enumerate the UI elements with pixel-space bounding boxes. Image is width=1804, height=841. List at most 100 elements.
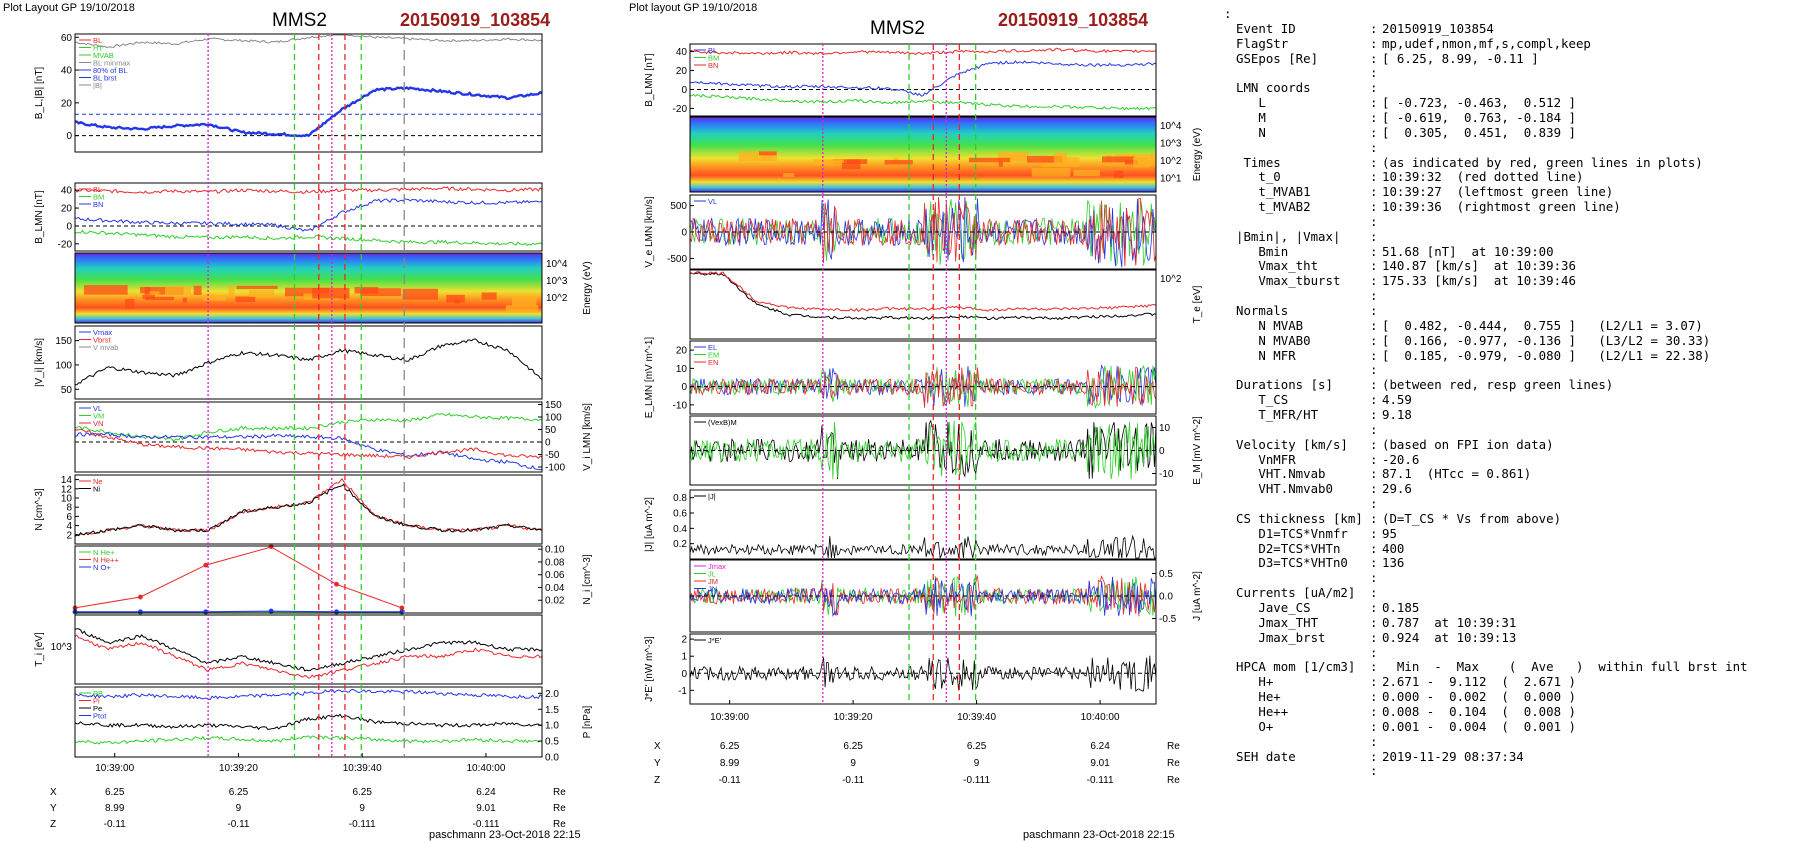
- info-row-label: He+: [1236, 689, 1281, 705]
- right-panel-5-red-trace: [689, 366, 1157, 408]
- left-panel-7-series-nhe-marker: [399, 605, 405, 611]
- right-ephemeris-value: 9: [850, 758, 856, 769]
- left-panel-6-tick-label: 2: [66, 530, 72, 541]
- left-panel-4-series-vi: [74, 338, 543, 386]
- right-ephemeris-value: 8.99: [720, 758, 740, 769]
- info-row-colon: :: [1370, 95, 1378, 111]
- right-ephemeris-value: -0.11: [842, 775, 864, 786]
- info-row-value: [ -0.723, -0.463, 0.512 ]: [1382, 95, 1576, 111]
- right-ephemeris-value: 6.25: [720, 741, 740, 752]
- left-panel-2-legend-entry: BL: [93, 185, 102, 194]
- right-panel-7-frame: [689, 489, 1157, 560]
- left-ephemeris-value: 6.25: [229, 787, 249, 798]
- info-row-value: 175.33 [km/s] at 10:39:46: [1382, 273, 1576, 289]
- info-row-value: (between red, resp green lines): [1382, 377, 1614, 393]
- left-panel-7-legend-entry: N He+: [93, 548, 115, 557]
- left-panel-9-tick-label: 2.0: [545, 689, 559, 700]
- left-panel-7-tick-label: 0.10: [545, 545, 565, 556]
- left-panel-1-legend-entry: |B|: [93, 81, 102, 90]
- info-row-colon: :: [1370, 228, 1378, 244]
- left-panel-6-tick-label: 4: [66, 521, 72, 532]
- right-panel-2-spectrogram: [689, 116, 1157, 193]
- right-panel-2-spectrogram-patch: [841, 162, 861, 170]
- left-panel-9-series-pe: [74, 713, 543, 730]
- left-panel-3-tick-label: 10^3: [546, 276, 568, 287]
- info-row-colon: :: [1370, 80, 1378, 96]
- info-row-label: D2=TCS*VHTn: [1236, 540, 1341, 556]
- left-panel-3-spectrogram-patch: [142, 294, 155, 299]
- left-panel-2-tick-label: 20: [61, 204, 73, 215]
- left-panel-3-spectrogram-patch: [165, 286, 191, 295]
- info-row-value: 0.924 at 10:39:13: [1382, 629, 1517, 645]
- info-row-colon: :: [1370, 154, 1378, 170]
- right-panel-9-legend-entry: J*E': [708, 636, 722, 645]
- left-panel-4-ylabel: |V_i| [km/s]: [34, 338, 45, 387]
- left-panel-5-tick-label: -100: [545, 463, 565, 474]
- right-panel-7-tick-label: 0.6: [673, 509, 687, 520]
- left-panel-4-legend-entry: Vbrst: [93, 336, 111, 345]
- left-panel-9-tick-label: 0.0: [545, 753, 559, 764]
- right-panel-5-tick-label: -10: [673, 400, 688, 411]
- left-panel-6-legend-entry: Ne: [93, 477, 103, 486]
- left-panel-3-spectrogram-patch: [402, 288, 438, 300]
- left-panel-8-series-tiperp: [74, 634, 543, 679]
- left-panel-5-tick-label: 50: [545, 425, 557, 436]
- right-panel-2-spectrogram-patch: [1053, 152, 1067, 164]
- left-panel-5-legend-entry: VN: [93, 419, 103, 428]
- left-panel-8-series-tipar: [74, 628, 543, 672]
- right-panel-2-spectrogram-patch: [758, 151, 777, 156]
- right-panel-8-legend-entry: JL: [708, 570, 716, 579]
- right-event-id: 20150919_103854: [998, 10, 1149, 30]
- info-row-colon: :: [1370, 184, 1378, 200]
- info-row-value: 2.671 - 9.112 ( 2.671 ): [1382, 674, 1576, 690]
- left-panel-3-spectrogram-patch: [182, 297, 187, 303]
- left-panel-5-tick-label: 150: [545, 400, 562, 411]
- right-panel-2-spectrogram-patch: [813, 159, 842, 165]
- info-row-label: CS thickness [km]: [1236, 510, 1363, 526]
- left-panel-1-tick-label: 40: [61, 66, 73, 77]
- left-panel-5-tick-label: 0: [545, 438, 551, 449]
- info-row-colon: :: [1370, 614, 1378, 630]
- left-panel-9-series-pb: [74, 735, 542, 745]
- right-x-tick-label: 10:40:00: [1081, 712, 1120, 723]
- info-row-label: VnMFR: [1236, 451, 1296, 467]
- right-panel-5-frame: [689, 340, 1157, 415]
- info-row-label: N: [1236, 124, 1266, 140]
- right-panel-9-tick-label: 0: [681, 669, 687, 680]
- right-panel-3-legend-entry: VL: [708, 197, 717, 206]
- left-panel-6-frame: [74, 474, 543, 545]
- left-panel-1-legend-entry: BL minmax: [93, 59, 130, 68]
- info-row-value: 136: [1382, 555, 1405, 571]
- info-row-colon: :: [1370, 644, 1378, 660]
- left-panel-3-spectrogram-patch: [360, 288, 402, 297]
- info-row-value: [ 6.25, 8.99, -0.11 ]: [1382, 50, 1539, 66]
- right-ephemeris-label: X: [654, 741, 661, 752]
- info-row-colon: :: [1370, 570, 1378, 586]
- left-ephemeris-label: X: [50, 787, 57, 798]
- right-panel-7-black-trace: [689, 534, 1156, 560]
- left-panel-3-spectrogram-patch: [312, 287, 350, 299]
- left-panel-7-series-nhe-marker: [137, 594, 143, 600]
- right-panel-1-tick-label: 0: [681, 85, 687, 96]
- left-x-tick-label: 10:39:20: [219, 763, 258, 774]
- right-layout-label: Plot layout GP 19/10/2018: [629, 2, 758, 14]
- info-row-label: Bmin: [1236, 243, 1289, 259]
- left-panel-1-legend-entry: HT: [93, 44, 103, 53]
- left-panel-9-tick-label: 1.5: [545, 705, 559, 716]
- right-panel-2-tick-label: 10^4: [1160, 121, 1182, 132]
- left-event-id: 20150919_103854: [400, 10, 551, 30]
- left-plot-title: MMS2: [272, 10, 327, 31]
- info-row-value: 9.18: [1382, 406, 1412, 422]
- info-row-label: Normals: [1236, 303, 1289, 318]
- right-panel-9-tick-label: 2: [681, 635, 687, 646]
- info-row-label: HPCA mom [1/cm3]: [1236, 659, 1356, 675]
- left-panel-9-tick-label: 0.5: [545, 737, 559, 748]
- info-row-colon: :: [1370, 109, 1378, 125]
- right-panel-3-red-trace: [689, 196, 1157, 267]
- info-row-value: 20150919_103854: [1382, 20, 1494, 36]
- info-row-label: M: [1236, 109, 1266, 125]
- right-panel-1-legend-entry: BM: [708, 54, 719, 63]
- info-row-value: 51.68 [nT] at 10:39:00: [1382, 243, 1554, 259]
- left-panel-2-series-bn: [74, 229, 543, 246]
- info-row-label: Durations [s]: [1236, 377, 1333, 393]
